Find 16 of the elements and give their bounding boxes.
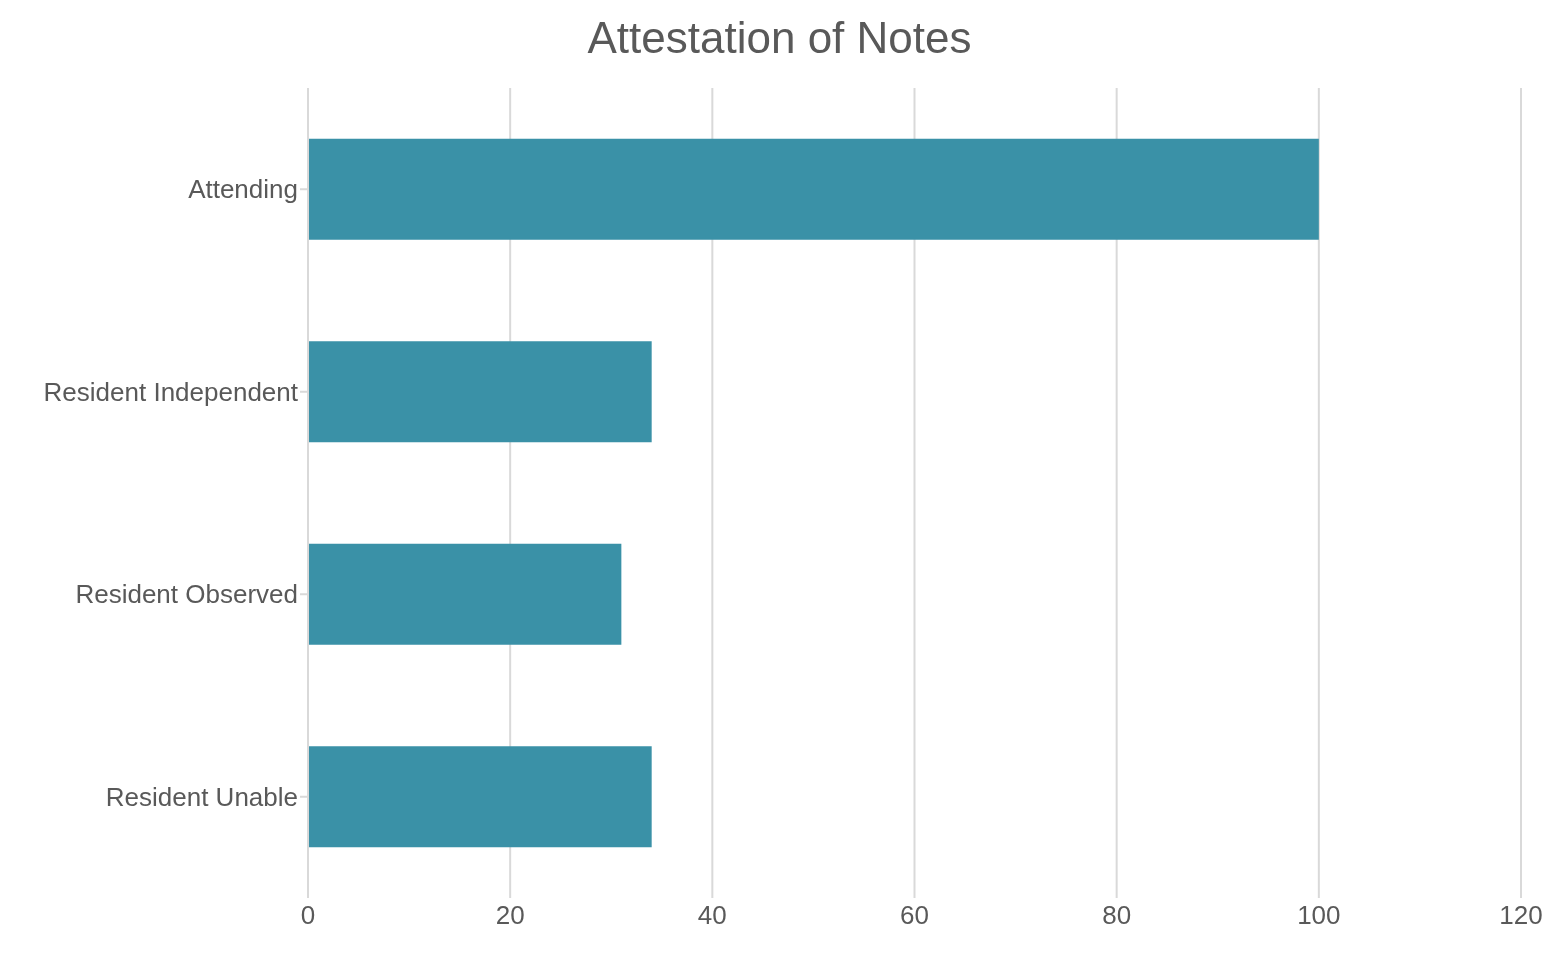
bar [308,341,652,443]
chart-title: Attestation of Notes [586,12,973,64]
x-tick-label: 60 [900,900,929,931]
bar [308,138,1319,240]
y-tick-label: Resident Observed [75,579,298,610]
y-tick-label: Attending [188,174,298,205]
x-tick-label: 120 [1499,900,1543,931]
x-tick-label: 20 [495,900,525,931]
bar [308,543,622,645]
y-tick-label: Resident Unable [105,781,298,812]
y-tick-label: Resident Independent [43,376,299,407]
x-tick-label: 0 [300,900,316,931]
x-tick-label: 100 [1297,900,1341,931]
bar [308,746,652,848]
x-tick-label: 40 [697,900,727,931]
x-tick-label: 80 [1102,900,1132,931]
